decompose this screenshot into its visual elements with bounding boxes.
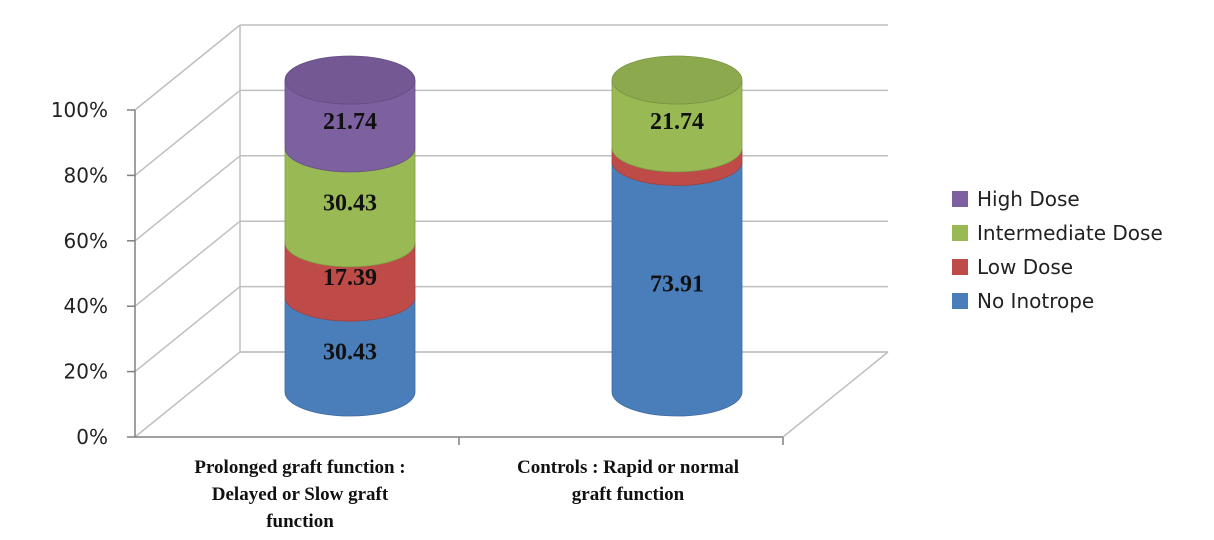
legend-label: Low Dose — [977, 255, 1073, 279]
gridline-diagonal — [134, 351, 241, 438]
data-label: 73.91 — [650, 272, 704, 298]
legend-label: Intermediate Dose — [977, 221, 1163, 245]
gridline-diagonal — [134, 89, 241, 176]
y-tick-label: 0% — [76, 425, 108, 449]
category-label-line: graft function — [572, 484, 685, 505]
y-tick-label: 100% — [51, 98, 108, 122]
legend-swatch — [952, 293, 968, 309]
data-label: 30.43 — [323, 340, 377, 366]
data-label: 30.43 — [323, 190, 377, 216]
axis-lines — [127, 109, 784, 445]
bar-top-cap — [611, 55, 743, 105]
data-label: 21.74 — [323, 109, 377, 135]
category-label-line: function — [266, 511, 334, 532]
gridlines — [134, 24, 888, 438]
y-tick-label: 40% — [64, 294, 108, 318]
data-label: 21.74 — [650, 109, 704, 135]
gridline-diagonal — [134, 220, 241, 307]
category-label-line: Delayed or Slow graft — [212, 484, 389, 505]
legend-label: High Dose — [977, 187, 1080, 211]
y-tick-label: 80% — [64, 163, 108, 187]
category-label-line: Controls : Rapid or normal — [517, 457, 739, 478]
legend-label: No Inotrope — [977, 289, 1094, 313]
gridline-diagonal — [134, 155, 241, 242]
bar-top-cap — [284, 55, 416, 105]
bars — [284, 55, 743, 417]
data-labels: 30.43 17.39 30.43 21.74 73.91 21.74 — [323, 109, 704, 366]
gridline-diagonal — [134, 24, 241, 111]
category-label: Prolonged graft function : Delayed or Slo… — [194, 457, 405, 532]
y-tick-label: 60% — [64, 229, 108, 253]
legend-swatch — [952, 259, 968, 275]
category-label: Controls : Rapid or normal graft function — [517, 457, 739, 505]
legend-swatch — [952, 191, 968, 207]
floor-right-edge — [782, 351, 889, 438]
data-label: 17.39 — [323, 265, 377, 291]
gridline-diagonal — [134, 286, 241, 373]
y-tick-label: 20% — [64, 360, 108, 384]
y-tick-labels: 0% 20% 40% 60% 80% 100% — [51, 98, 108, 449]
category-labels: Prolonged graft function : Delayed or Slo… — [194, 457, 739, 532]
legend-swatch — [952, 225, 968, 241]
category-label-line: Prolonged graft function : — [194, 457, 405, 478]
legend: High Dose Intermediate Dose Low Dose No Ino… — [952, 187, 1163, 313]
